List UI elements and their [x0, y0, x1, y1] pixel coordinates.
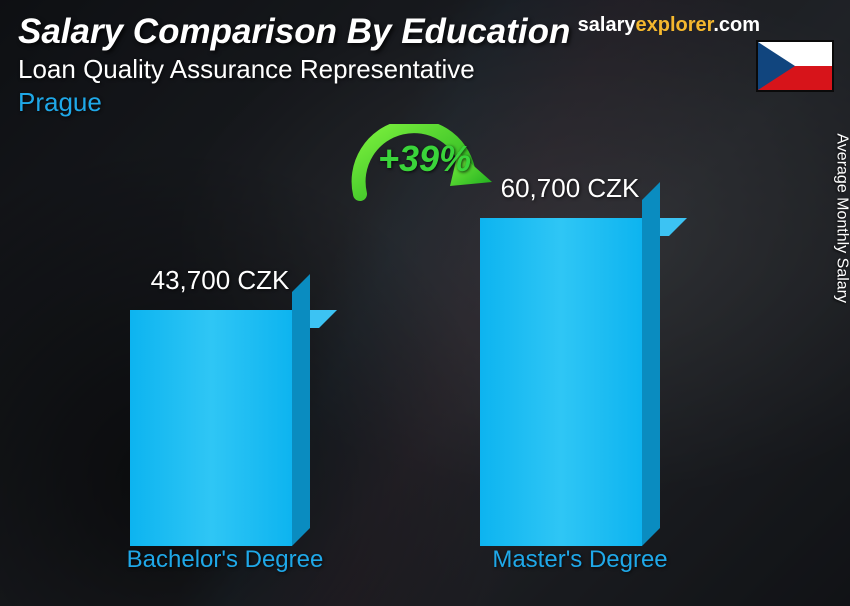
content: Salary Comparison By Education Loan Qual…: [0, 0, 850, 606]
bar-value-label: 43,700 CZK: [130, 265, 310, 296]
bar-side-face: [642, 182, 660, 546]
location: Prague: [18, 87, 832, 118]
bar-3d: [480, 218, 660, 546]
category-label: Bachelor's Degree: [115, 546, 335, 574]
brand-part1: salary: [578, 14, 636, 36]
bar-3d: [130, 310, 310, 546]
bar-masters: 60,700 CZK: [480, 173, 660, 546]
bar-value-label: 60,700 CZK: [480, 173, 660, 204]
job-title: Loan Quality Assurance Representative: [18, 54, 832, 85]
bar-front-face: [480, 218, 642, 546]
country-flag-icon: [756, 40, 834, 92]
salary-chart: +39% 43,700 CZK 60,700 CZK Bachelor's De…: [0, 146, 810, 586]
brand-part2: explorer: [635, 14, 713, 36]
brand-logo: salaryexplorer.com: [578, 14, 760, 37]
bar-front-face: [130, 310, 292, 546]
category-label: Master's Degree: [475, 546, 685, 574]
category-labels: Bachelor's Degree Master's Degree: [0, 546, 770, 586]
y-axis-label: Average Monthly Salary: [833, 133, 850, 303]
brand-suffix: .com: [713, 14, 760, 36]
percent-increase: +39%: [378, 138, 471, 180]
bar-bachelors: 43,700 CZK: [130, 265, 310, 546]
bar-side-face: [292, 274, 310, 546]
